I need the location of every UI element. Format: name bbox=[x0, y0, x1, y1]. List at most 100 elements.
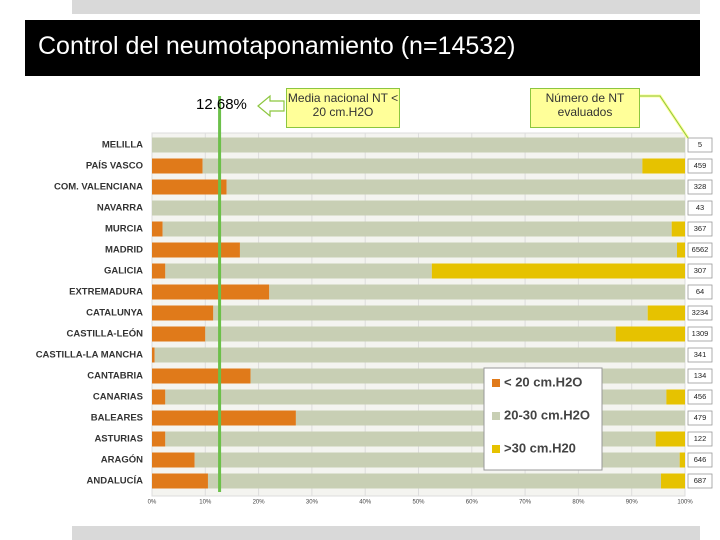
y-tick-label: ANDALUCÍA bbox=[87, 476, 144, 487]
bar-segment bbox=[431, 263, 685, 279]
count-label: 479 bbox=[694, 413, 707, 422]
count-box bbox=[687, 473, 713, 489]
count-label: 6562 bbox=[692, 245, 709, 254]
bar-segment bbox=[647, 305, 685, 321]
x-tick-label: 40% bbox=[359, 500, 372, 506]
x-tick-label: 10% bbox=[199, 500, 212, 506]
count-label: 646 bbox=[694, 455, 707, 464]
legend-label: >30 cm.H20 bbox=[504, 440, 576, 455]
x-tick-label: 20% bbox=[253, 500, 266, 506]
count-box bbox=[687, 263, 713, 279]
bottom-strip bbox=[72, 526, 700, 540]
count-box bbox=[687, 389, 713, 405]
y-tick-label: CANARIAS bbox=[93, 392, 143, 403]
y-tick-label: GALICIA bbox=[104, 266, 143, 277]
count-label: 456 bbox=[694, 392, 707, 401]
y-tick-label: COM. VALENCIANA bbox=[54, 182, 143, 193]
x-tick-label: 100% bbox=[677, 500, 693, 506]
bar-segment bbox=[152, 452, 195, 468]
legend-swatch bbox=[492, 445, 500, 453]
bar-segment bbox=[655, 431, 685, 447]
legend-box bbox=[483, 367, 603, 471]
count-box bbox=[687, 284, 713, 300]
bar-segment bbox=[152, 368, 251, 384]
x-tick-label: 50% bbox=[412, 500, 425, 506]
count-box bbox=[687, 326, 713, 342]
bar-segment bbox=[152, 158, 203, 174]
count-box bbox=[687, 179, 713, 195]
y-tick-label: MELILLA bbox=[102, 140, 143, 151]
bar-segment bbox=[666, 389, 685, 405]
title-bar bbox=[25, 20, 700, 76]
y-tick-label: MADRID bbox=[105, 245, 143, 256]
count-label: 459 bbox=[694, 161, 707, 170]
bar-segment bbox=[202, 158, 643, 174]
y-tick-label: MURCIA bbox=[105, 224, 143, 235]
bar-segment bbox=[152, 179, 227, 195]
y-tick-label: BALEARES bbox=[91, 413, 143, 424]
count-label: 1309 bbox=[692, 329, 709, 338]
x-tick-label: 30% bbox=[306, 500, 319, 506]
count-box bbox=[687, 137, 713, 153]
bar-segment bbox=[269, 284, 685, 300]
y-tick-label: ARAGÓN bbox=[101, 454, 143, 466]
x-tick-label: 70% bbox=[519, 500, 532, 506]
bar-segment bbox=[152, 221, 163, 237]
connector bbox=[638, 94, 690, 139]
y-tick-label: PAÍS VASCO bbox=[86, 161, 143, 172]
count-label: 687 bbox=[694, 476, 707, 485]
top-strip bbox=[72, 0, 700, 14]
count-box bbox=[687, 347, 713, 363]
count-box bbox=[687, 452, 713, 468]
bar-segment bbox=[152, 200, 685, 216]
bar-segment bbox=[194, 452, 680, 468]
count-label: 134 bbox=[694, 371, 707, 380]
bar-segment bbox=[205, 326, 616, 342]
annotation: Número de NT evaluados bbox=[530, 88, 640, 128]
bar-segment bbox=[165, 263, 432, 279]
bar-segment bbox=[677, 242, 685, 258]
bar-segment bbox=[152, 389, 166, 405]
count-box bbox=[687, 410, 713, 426]
count-box bbox=[687, 242, 713, 258]
bar-segment bbox=[671, 221, 685, 237]
count-box bbox=[687, 305, 713, 321]
count-label: 64 bbox=[696, 287, 704, 296]
count-label: 367 bbox=[694, 224, 707, 233]
legend-swatch bbox=[492, 379, 500, 387]
bar-segment bbox=[152, 137, 685, 153]
count-label: 43 bbox=[696, 203, 704, 212]
count-label: 341 bbox=[694, 350, 707, 359]
bar-segment bbox=[152, 263, 166, 279]
bar-segment bbox=[152, 410, 296, 426]
bar-segment bbox=[213, 305, 648, 321]
legend-label: 20-30 cm.H2O bbox=[504, 407, 590, 422]
bar-segment bbox=[250, 368, 686, 384]
count-box bbox=[687, 431, 713, 447]
bar-segment bbox=[152, 347, 155, 363]
count-box bbox=[687, 200, 713, 216]
count-label: 3234 bbox=[692, 308, 709, 317]
bar-segment bbox=[226, 179, 685, 195]
bar-segment bbox=[152, 284, 270, 300]
count-label: 307 bbox=[694, 266, 707, 275]
legend-swatch bbox=[492, 412, 500, 420]
count-box bbox=[687, 221, 713, 237]
y-tick-label: CASTILLA-LEÓN bbox=[66, 328, 143, 340]
bar-segment bbox=[615, 326, 685, 342]
bar-segment bbox=[152, 473, 208, 489]
bar-segment bbox=[154, 347, 686, 363]
y-tick-label: ASTURIAS bbox=[94, 434, 143, 445]
x-tick-label: 0% bbox=[148, 500, 157, 506]
bar-segment bbox=[679, 452, 685, 468]
count-box bbox=[687, 158, 713, 174]
count-label: 122 bbox=[694, 434, 707, 443]
x-tick-label: 60% bbox=[466, 500, 479, 506]
bar-segment bbox=[239, 242, 678, 258]
y-tick-label: CANTABRIA bbox=[87, 371, 143, 382]
reference-label: 12.68% bbox=[196, 96, 247, 113]
bar-segment bbox=[661, 473, 685, 489]
bar-segment bbox=[152, 431, 166, 447]
connector-outline bbox=[638, 95, 689, 139]
